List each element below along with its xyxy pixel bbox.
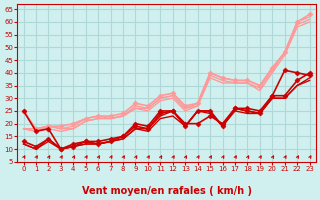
X-axis label: Vent moyen/en rafales ( km/h ): Vent moyen/en rafales ( km/h ) bbox=[82, 186, 252, 196]
